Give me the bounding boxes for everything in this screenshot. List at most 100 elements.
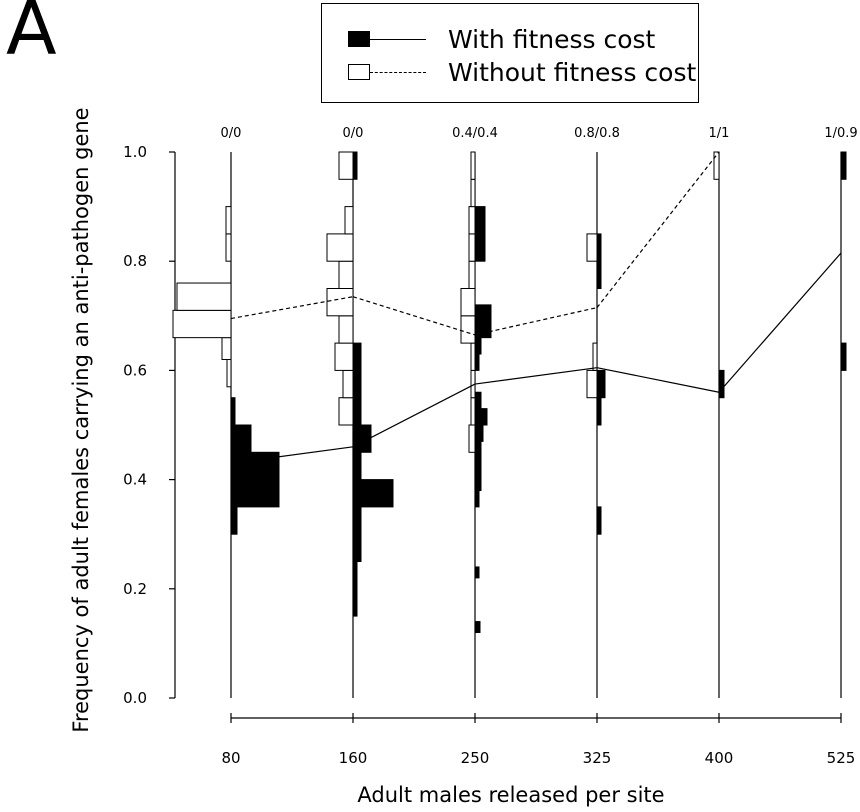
bar-without-cost [326,288,354,317]
bar-without-cost [470,342,476,371]
bar-with-cost [840,342,847,371]
x-tick-label: 325 [583,749,612,767]
bar-with-cost [596,260,602,290]
bar-without-cost [470,397,476,426]
bar-with-cost [352,561,358,590]
bar-with-cost [474,490,480,508]
mean-line-with-cost [230,446,354,464]
legend-swatch-filled [348,31,370,47]
bar-without-cost [592,342,598,371]
bar-with-cost [474,457,482,475]
bar-with-cost [596,397,602,426]
bar-with-cost [474,621,481,633]
bar-without-cost [468,424,476,453]
bar-without-cost [470,178,476,208]
bar-with-cost [352,342,362,371]
bar-with-cost [474,304,492,322]
legend-entry-without-cost: Without fitness cost [348,57,697,87]
legend-entry-with-cost: With fitness cost [348,24,656,54]
mean-line-with-cost [718,252,842,393]
bar-with-cost [474,206,486,235]
x-tick-label: 80 [221,749,240,767]
bar-without-cost [460,288,476,317]
bar-with-cost [230,451,280,481]
bar-without-cost [221,337,232,360]
bar-with-cost [474,233,486,262]
bar-with-cost [474,424,484,442]
bar-with-cost [352,151,358,180]
bar-without-cost [338,260,354,290]
bar-without-cost [713,151,720,180]
legend: With fitness cost Without fitness cost [321,3,699,103]
bar-without-cost [470,151,476,180]
top-label: 0.8/0.8 [574,126,620,141]
bar-with-cost [474,391,482,410]
mean-line-with-cost [474,367,598,385]
panel-label: A [6,0,57,72]
bar-with-cost [230,424,252,453]
bar-with-cost [474,320,492,339]
bar-without-cost [176,282,232,311]
mean-line-without-cost [596,151,720,308]
top-label: 0/0 [343,126,364,141]
bar-without-cost [460,315,476,344]
bar-without-cost [586,233,598,262]
bar-with-cost [230,479,280,508]
mean-line-without-cost [352,296,476,336]
bar-without-cost [344,206,354,235]
bar-with-cost [352,506,362,535]
bar-without-cost [468,206,476,235]
bar-with-cost [352,588,358,617]
bar-without-cost [338,315,354,344]
legend-line-dashed [370,71,426,73]
bar-with-cost [352,533,362,563]
bar-without-cost [225,206,232,235]
bar-with-cost [474,566,480,579]
legend-label-with-cost: With fitness cost [448,24,656,54]
mean-line-with-cost [596,367,720,393]
y-tick-label: 0.2 [123,580,147,598]
bar-with-cost [352,424,372,453]
y-tick-label: 0.4 [123,471,147,489]
bar-with-cost [840,151,847,180]
top-label: 1/1 [709,126,730,141]
bar-with-cost [596,506,602,535]
bar-without-cost [468,260,476,290]
bar-with-cost [474,337,482,355]
legend-label-without-cost: Without fitness cost [448,57,697,87]
x-tick-label: 160 [339,749,368,767]
bar-with-cost [352,451,362,481]
bar-without-cost [334,342,354,371]
bar-without-cost [226,358,232,388]
x-tick-label: 400 [705,749,734,767]
legend-swatch-open [348,64,370,80]
top-label: 0.4/0.4 [452,126,498,141]
bar-with-cost [596,233,602,262]
bar-without-cost [326,233,354,262]
bar-with-cost [352,369,362,399]
y-axis-title: Frequency of adult females carrying an a… [69,107,93,732]
x-tick-label: 525 [827,749,856,767]
bar-with-cost [474,440,482,459]
bar-with-cost [230,506,238,535]
y-tick-label: 0.6 [123,361,147,379]
bar-without-cost [172,309,232,339]
top-label: 1/0.9 [824,126,857,141]
x-tick-label: 250 [461,749,490,767]
bar-with-cost [230,397,236,426]
bar-with-cost [718,369,725,399]
top-label: 0/0 [221,126,242,141]
bar-without-cost [468,233,476,262]
bar-with-cost [596,369,606,399]
y-tick-label: 1.0 [123,143,147,161]
legend-line-solid [370,38,426,40]
bar-with-cost [474,353,480,371]
y-tick-label: 0.8 [123,252,147,270]
bar-with-cost [352,479,394,508]
bar-without-cost [342,369,354,399]
bar-with-cost [474,408,488,426]
bar-with-cost [474,473,482,492]
x-axis-title: Adult males released per site [357,783,664,807]
